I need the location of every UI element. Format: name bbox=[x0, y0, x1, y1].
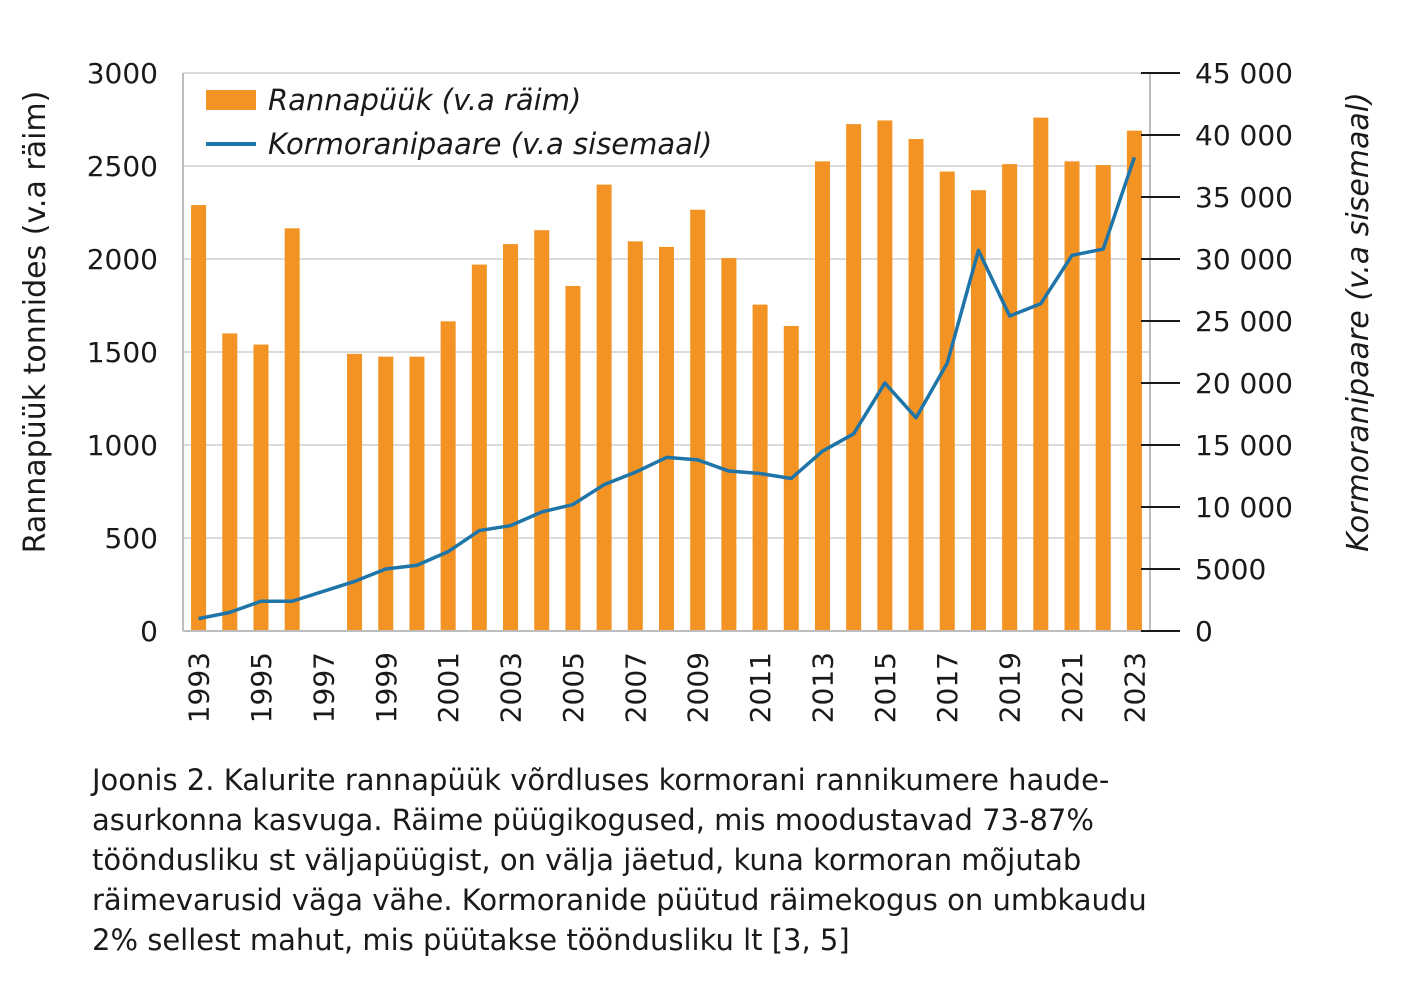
bar-2010 bbox=[721, 258, 737, 631]
caption-line: asurkonna kasvuga. Räime püügikogused, m… bbox=[92, 803, 1094, 837]
right-tick-label: 20 000 bbox=[1195, 367, 1293, 400]
bar-2007 bbox=[627, 241, 643, 631]
x-tick-label: 2013 bbox=[806, 652, 839, 723]
x-tick-label: 2007 bbox=[619, 652, 652, 723]
caption-line: Joonis 2. Kalurite rannapüük võrdluses k… bbox=[92, 763, 1110, 797]
x-tick-label: 2017 bbox=[931, 652, 964, 723]
line-kormoranipaare bbox=[198, 156, 1137, 621]
right-tick-label: 5000 bbox=[1195, 553, 1266, 586]
bar-1999 bbox=[378, 356, 394, 631]
left-tick-label: 1000 bbox=[87, 429, 158, 462]
caption-line: 2% sellest mahut, mis püütakse tööndusli… bbox=[92, 923, 850, 957]
right-axis-title: Kormoranipaare (v.a sisemaal) bbox=[1341, 92, 1376, 552]
bar-1996 bbox=[284, 228, 300, 631]
bar-2001 bbox=[440, 321, 456, 631]
line-series bbox=[198, 156, 1137, 621]
x-tick-label: 1993 bbox=[183, 652, 216, 723]
x-tick-label: 2001 bbox=[432, 652, 465, 723]
bar-series bbox=[191, 117, 1142, 632]
tick-labels: 0 500 1000 1500 2000 2500 3000 0 5000 10 000 15 00… bbox=[18, 57, 1376, 723]
bar-2023 bbox=[1126, 130, 1142, 631]
x-tick-label: 2009 bbox=[682, 652, 715, 723]
bar-2003 bbox=[503, 244, 519, 631]
bar-2017 bbox=[939, 171, 955, 631]
legend-swatch-bar bbox=[206, 90, 256, 110]
right-tick-label: 10 000 bbox=[1195, 491, 1293, 524]
figure-caption: Joonis 2. Kalurite rannapüük võrdluses k… bbox=[92, 760, 1352, 960]
caption-line: tööndusliku st väljapüügist, on välja jä… bbox=[92, 843, 1082, 877]
x-tick-label: 2023 bbox=[1118, 652, 1151, 723]
x-tick-label: 1999 bbox=[370, 652, 403, 723]
right-tick-label: 30 000 bbox=[1195, 243, 1293, 276]
bar-2018 bbox=[970, 190, 986, 631]
right-tick-label: 15 000 bbox=[1195, 429, 1293, 462]
bar-2019 bbox=[1002, 164, 1018, 631]
bar-2006 bbox=[596, 184, 612, 631]
x-tick-label: 2011 bbox=[744, 652, 777, 723]
x-tick-label: 2021 bbox=[1056, 652, 1089, 723]
right-tick-label: 25 000 bbox=[1195, 305, 1293, 338]
bar-2011 bbox=[752, 304, 768, 631]
x-tick-label: 2015 bbox=[869, 652, 902, 723]
left-tick-label: 500 bbox=[105, 522, 158, 555]
x-tick-label: 1995 bbox=[245, 652, 278, 723]
left-tick-label: 0 bbox=[140, 615, 158, 648]
left-tick-label: 1500 bbox=[87, 336, 158, 369]
right-tick-label: 35 000 bbox=[1195, 181, 1293, 214]
bar-2021 bbox=[1064, 161, 1080, 631]
caption-line: räimevarusid väga vähe. Kormoranide püüt… bbox=[92, 883, 1147, 917]
legend: Rannapüük (v.a räim) Kormoranipaare (v.a … bbox=[206, 83, 712, 161]
bar-2022 bbox=[1095, 165, 1111, 631]
axes bbox=[182, 72, 1180, 632]
bar-1995 bbox=[253, 344, 269, 631]
right-tick-label: 40 000 bbox=[1195, 119, 1293, 152]
bar-2002 bbox=[471, 264, 487, 631]
bar-1994 bbox=[222, 333, 238, 631]
bar-2014 bbox=[846, 124, 862, 632]
bar-1998 bbox=[347, 353, 363, 631]
left-tick-label: 3000 bbox=[87, 57, 158, 90]
bar-2013 bbox=[814, 161, 830, 631]
left-axis-title: Rannapüük tonnides (v.a räim) bbox=[18, 91, 53, 554]
x-tick-label: 2005 bbox=[557, 652, 590, 723]
bar-2008 bbox=[659, 246, 674, 631]
x-tick-label: 2003 bbox=[495, 652, 528, 723]
left-tick-label: 2500 bbox=[87, 150, 158, 183]
right-tick-label: 45 000 bbox=[1195, 57, 1293, 90]
bar-2005 bbox=[565, 285, 581, 631]
left-tick-label: 2000 bbox=[87, 243, 158, 276]
right-tick-label: 0 bbox=[1195, 615, 1213, 648]
legend-label-bar: Rannapüük (v.a räim) bbox=[268, 83, 581, 117]
bar-1993 bbox=[191, 205, 207, 631]
x-tick-label: 1997 bbox=[307, 652, 340, 723]
bar-2000 bbox=[409, 356, 425, 631]
x-tick-label: 2019 bbox=[994, 652, 1027, 723]
bar-2020 bbox=[1033, 117, 1049, 631]
bar-2009 bbox=[690, 209, 706, 631]
legend-label-line: Kormoranipaare (v.a sisemaal) bbox=[268, 127, 712, 161]
bar-2015 bbox=[877, 120, 893, 632]
bar-2004 bbox=[534, 230, 550, 632]
bar-2016 bbox=[908, 139, 924, 631]
chart: 0 500 1000 1500 2000 2500 3000 0 5000 10 000 15 00… bbox=[18, 57, 1376, 723]
chart-svg: 0 500 1000 1500 2000 2500 3000 0 5000 10 000 15 00… bbox=[18, 57, 1376, 723]
